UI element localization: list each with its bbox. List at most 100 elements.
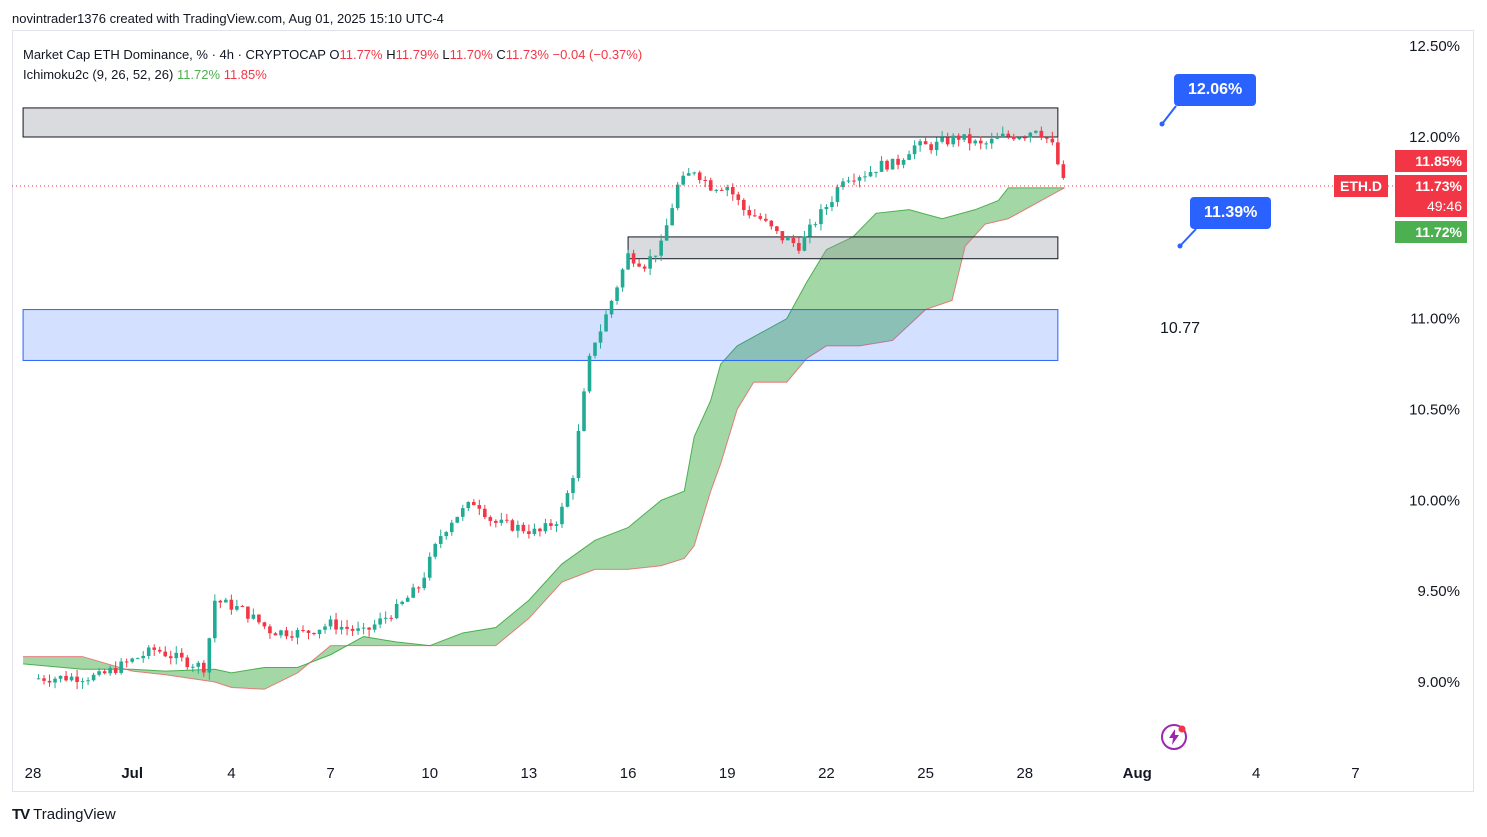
x-tick-label: Aug [1123, 765, 1152, 782]
candle [328, 615, 333, 630]
tradingview-logo[interactable]: TV TradingView [12, 806, 116, 823]
candle [929, 141, 933, 154]
callout-low-pointer [1179, 228, 1197, 247]
zone-demand[interactable] [22, 309, 1059, 361]
candle [367, 627, 371, 637]
candle [940, 131, 944, 144]
candle [879, 156, 884, 172]
candle [36, 674, 41, 680]
candle [422, 572, 427, 591]
horizontal-zones [22, 107, 1059, 361]
candle [312, 632, 316, 636]
legend-symbol-row: Market Cap ETH Dominance, % · 4h · CRYPT… [23, 45, 642, 65]
y-tick-label: 10.50% [1409, 402, 1460, 419]
candle [124, 658, 129, 668]
legend-indicator-row: Ichimoku2c (9, 26, 52, 26) 11.72% 11.85% [23, 65, 642, 85]
y-axis: 12.50%12.00%11.50%11.00%10.50%10.00%9.50… [1409, 38, 1460, 691]
candle [427, 552, 432, 581]
candle [75, 669, 79, 690]
candle [637, 259, 641, 268]
candle [780, 231, 785, 244]
candle [130, 657, 134, 664]
candle [874, 171, 878, 178]
legend-open-label: O [329, 47, 340, 62]
zone-resistance[interactable] [22, 107, 1059, 138]
candle [1034, 130, 1038, 134]
lightning-icon[interactable] [1160, 723, 1188, 751]
y-tick-label: 9.50% [1417, 583, 1460, 600]
candle [841, 178, 845, 190]
candle [91, 672, 96, 682]
candle [775, 225, 779, 234]
candle [499, 512, 504, 526]
y-tick-label: 11.00% [1410, 311, 1460, 328]
x-tick-label: 16 [620, 765, 637, 782]
candle [235, 599, 239, 612]
candle [152, 644, 157, 656]
candle [135, 657, 140, 660]
candle [967, 128, 972, 151]
candle [681, 171, 685, 186]
candle [554, 521, 559, 532]
candle [185, 655, 190, 670]
cloud-area [23, 187, 1065, 690]
candle [631, 249, 636, 267]
candle [102, 668, 107, 675]
candle [455, 516, 460, 524]
candle [196, 660, 201, 674]
x-tick-label: 7 [326, 765, 334, 782]
candle [323, 623, 327, 634]
candle [301, 625, 305, 633]
y-tick-label: 12.50% [1409, 38, 1460, 55]
candle [978, 136, 983, 150]
candle [538, 527, 542, 537]
candle [411, 583, 415, 599]
ichimoku-cloud [23, 187, 1065, 690]
candle [747, 205, 752, 219]
candle [571, 475, 575, 500]
candle [505, 513, 509, 524]
callout-high[interactable]: 12.06% [1174, 74, 1257, 106]
candle [510, 518, 515, 532]
candle [620, 267, 625, 292]
candle [345, 619, 349, 636]
candle [868, 165, 873, 178]
attribution-text: novintrader1376 created with TradingView… [12, 11, 444, 26]
candle [229, 594, 234, 615]
candle [394, 599, 399, 620]
x-tick-label: Jul [121, 765, 143, 782]
candle [543, 518, 548, 534]
candle [317, 629, 322, 639]
candle [758, 213, 763, 221]
candle [460, 504, 465, 521]
zone-support[interactable] [627, 236, 1059, 260]
x-tick-label: 4 [227, 765, 235, 782]
candle [989, 132, 994, 149]
candle [444, 530, 449, 540]
candle [901, 158, 906, 169]
candle [218, 599, 223, 609]
x-tick-label: 10 [421, 765, 438, 782]
candle [648, 249, 652, 276]
candle [86, 677, 90, 686]
candle [819, 204, 823, 231]
candle [560, 502, 564, 529]
chart-legend: Market Cap ETH Dominance, % · 4h · CRYPT… [23, 45, 642, 85]
candle [400, 600, 404, 606]
candle [290, 630, 294, 641]
legend-close-value: 11.73% [505, 47, 549, 62]
candle [251, 608, 256, 620]
candle [168, 650, 173, 665]
legend-low-label: L [442, 47, 450, 62]
candle [64, 671, 68, 682]
candle [576, 424, 581, 482]
callout-low[interactable]: 11.39% [1190, 197, 1272, 229]
candle [1050, 131, 1055, 146]
legend-low-value: 11.70% [449, 47, 493, 62]
candle [802, 230, 807, 252]
candle [912, 140, 917, 160]
countdown-tag: 49:46 [1395, 195, 1467, 217]
candle [97, 668, 101, 677]
candle [449, 519, 454, 536]
